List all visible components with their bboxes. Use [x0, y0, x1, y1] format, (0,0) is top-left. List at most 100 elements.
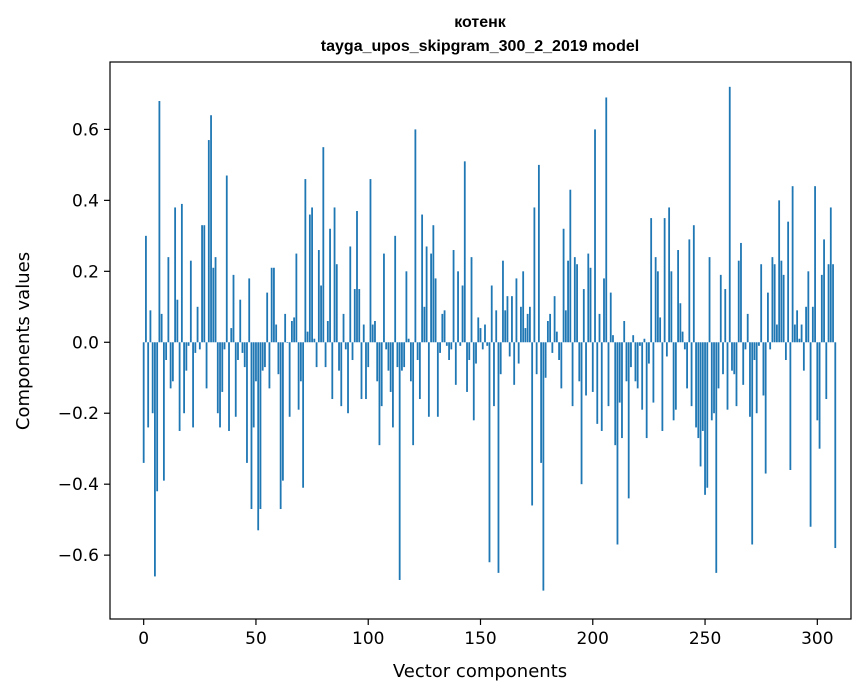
bar-component-218	[632, 335, 635, 343]
bar-component-292	[798, 338, 801, 343]
bar-component-307	[832, 264, 834, 343]
bar-component-1	[145, 235, 147, 343]
bar-component-172	[529, 306, 531, 343]
bar-component-127	[427, 342, 430, 417]
bar-component-14	[174, 207, 177, 343]
bar-component-180	[546, 320, 549, 343]
bar-component-113	[396, 342, 399, 368]
bar-component-152	[484, 324, 486, 343]
bar-component-253	[710, 342, 713, 421]
bar-component-93	[351, 342, 354, 361]
bar-component-82	[326, 320, 329, 343]
bar-component-225	[648, 342, 650, 364]
bar-component-60	[277, 342, 280, 375]
bar-component-208	[609, 292, 612, 343]
bar-component-73	[306, 331, 309, 343]
bar-component-193	[576, 264, 578, 343]
y-tick-label: 0.2	[72, 262, 99, 282]
bar-component-299	[814, 186, 816, 343]
bar-component-295	[805, 306, 807, 343]
bar-component-211	[616, 342, 619, 545]
bar-component-174	[533, 207, 536, 343]
bar-component-173	[531, 342, 534, 506]
bar-component-64	[286, 342, 289, 343]
bar-component-196	[582, 289, 585, 343]
bar-component-24	[196, 306, 199, 343]
bar-component-130	[434, 278, 437, 343]
bar-component-164	[511, 296, 513, 343]
bar-component-303	[823, 239, 825, 343]
x-tick-label: 200	[577, 629, 609, 649]
bar-component-268	[744, 342, 747, 350]
bar-component-228	[654, 257, 657, 343]
bar-component-140	[457, 271, 459, 343]
bar-component-288	[789, 342, 792, 470]
bar-component-216	[627, 342, 630, 499]
bar-component-262	[731, 342, 733, 371]
bar-component-189	[567, 260, 569, 343]
bar-component-240	[681, 331, 684, 343]
bar-component-261	[728, 86, 731, 343]
bar-component-205	[603, 278, 605, 343]
bar-component-185	[558, 342, 560, 361]
bar-component-249	[701, 342, 704, 431]
y-tick-label: 0.4	[72, 191, 99, 211]
bar-component-121	[414, 129, 417, 343]
bar-component-280	[771, 257, 774, 343]
bar-component-53	[261, 342, 264, 371]
x-axis-label: Vector components	[393, 661, 567, 682]
bar-component-202	[596, 342, 599, 424]
bar-component-214	[623, 320, 626, 343]
y-tick-label: 0.0	[72, 333, 99, 353]
bar-component-227	[652, 342, 655, 403]
bar-component-74	[308, 214, 311, 343]
bar-component-29	[207, 140, 210, 343]
bar-component-116	[403, 342, 406, 368]
bar-component-54	[264, 342, 266, 368]
bar-component-32	[214, 257, 217, 343]
bar-component-100	[367, 342, 370, 368]
bar-component-67	[293, 317, 296, 343]
bar-component-294	[802, 342, 805, 371]
bar-component-287	[787, 221, 790, 343]
bar-component-58	[273, 267, 275, 343]
bar-component-56	[268, 342, 271, 389]
bar-component-194	[578, 342, 581, 382]
bar-component-81	[324, 342, 327, 368]
bar-component-91	[347, 342, 349, 414]
bar-component-115	[401, 342, 403, 371]
bar-component-17	[180, 203, 183, 343]
chart-title: котенк	[454, 14, 507, 31]
bar-component-235	[670, 271, 673, 343]
bar-component-186	[560, 342, 563, 389]
bar-component-277	[764, 342, 767, 474]
bar-component-300	[816, 342, 819, 421]
bar-component-175	[535, 342, 538, 375]
bar-component-2	[147, 342, 150, 428]
bar-component-200	[591, 342, 594, 392]
bar-component-176	[537, 164, 540, 343]
bar-component-213	[621, 342, 623, 439]
bar-component-119	[409, 342, 412, 382]
bar-component-198	[587, 253, 590, 343]
bar-component-171	[526, 313, 529, 343]
bar-component-39	[230, 328, 233, 343]
bar-component-167	[517, 342, 520, 364]
bar-component-23	[194, 342, 197, 353]
bar-component-289	[791, 186, 794, 343]
bar-component-304	[825, 342, 828, 400]
bar-component-291	[796, 310, 799, 343]
bar-component-7	[158, 101, 161, 343]
bar-component-153	[486, 342, 489, 346]
bar-component-126	[425, 246, 428, 343]
bar-component-207	[607, 342, 610, 407]
bar-component-68	[295, 253, 298, 343]
bar-component-80	[322, 147, 325, 343]
bar-component-256	[717, 342, 720, 389]
bar-component-105	[378, 342, 381, 446]
bar-component-13	[171, 342, 174, 382]
bar-series	[142, 86, 837, 591]
bar-component-192	[573, 257, 576, 343]
bar-component-62	[282, 342, 284, 481]
